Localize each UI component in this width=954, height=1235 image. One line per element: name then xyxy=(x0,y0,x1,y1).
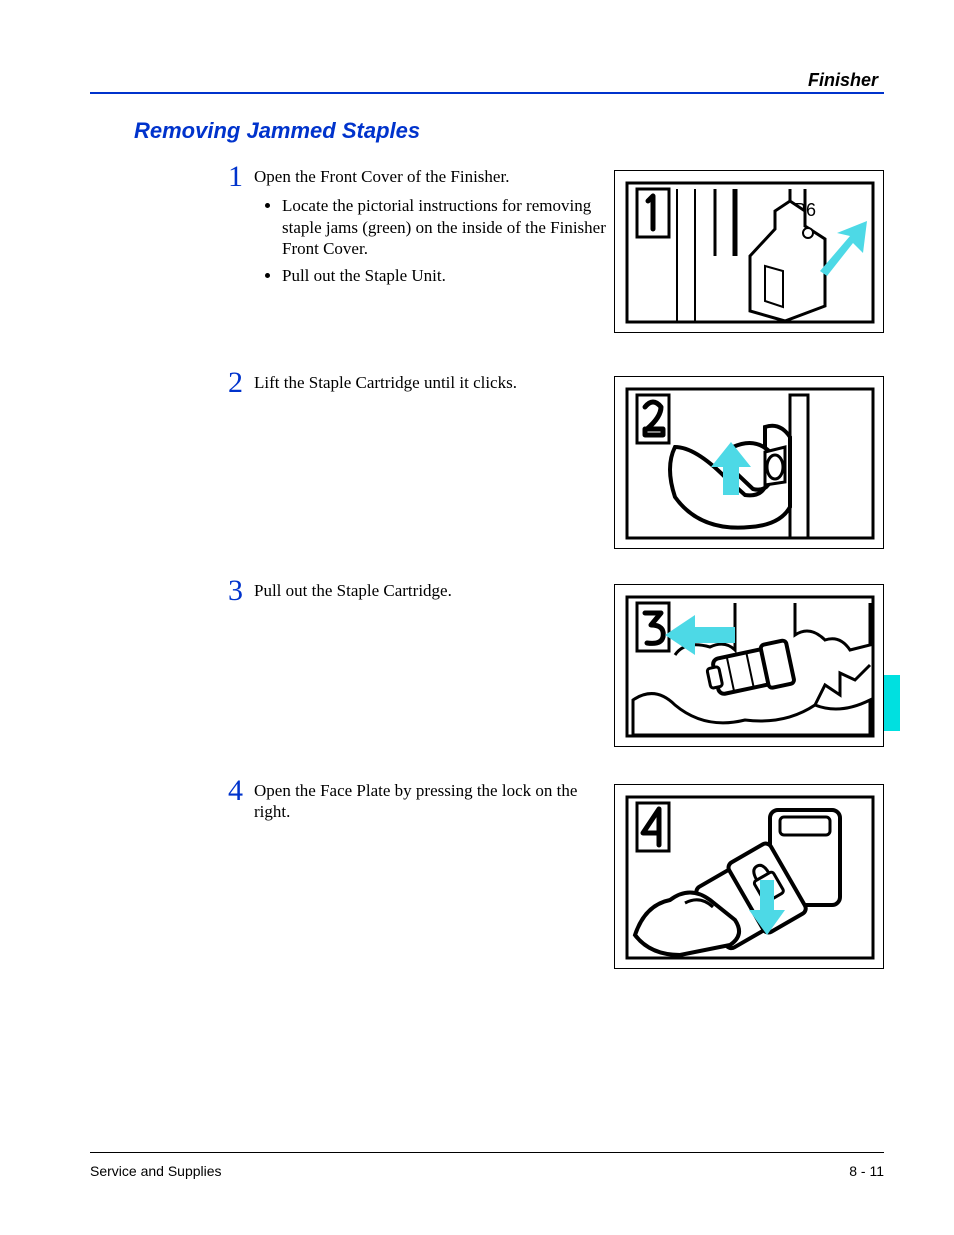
side-tab xyxy=(884,675,900,731)
step-body: Open the Front Cover of the Finisher. Lo… xyxy=(254,166,608,286)
step-number: 2 xyxy=(228,366,243,400)
header-rule xyxy=(90,92,884,94)
figure-1: R6 xyxy=(614,170,884,333)
footer-right: 8 - 11 xyxy=(849,1163,884,1179)
figure-4-svg xyxy=(615,785,885,970)
header-section-label: Finisher xyxy=(808,70,878,91)
step-text: Open the Front Cover of the Finisher. xyxy=(254,166,608,187)
figure-2-svg xyxy=(615,377,885,550)
figure-4 xyxy=(614,784,884,969)
page: Finisher Removing Jammed Staples 1 Open … xyxy=(0,0,954,1235)
step-bullet: Pull out the Staple Unit. xyxy=(282,265,608,286)
step-text: Pull out the Staple Cartridge. xyxy=(254,580,608,601)
step-text: Lift the Staple Cartridge until it click… xyxy=(254,372,608,393)
figure-1-svg: R6 xyxy=(615,171,885,334)
step-bullet: Locate the pictorial instructions for re… xyxy=(282,195,608,259)
step-number: 4 xyxy=(228,774,243,808)
step-text: Open the Face Plate by pressing the lock… xyxy=(254,780,608,823)
figure-2 xyxy=(614,376,884,549)
figure-3 xyxy=(614,584,884,747)
section-title: Removing Jammed Staples xyxy=(134,118,420,144)
step-body: Lift the Staple Cartridge until it click… xyxy=(254,372,608,393)
step-body: Pull out the Staple Cartridge. xyxy=(254,580,608,601)
footer-rule xyxy=(90,1152,884,1153)
step-number: 3 xyxy=(228,574,243,608)
step-body: Open the Face Plate by pressing the lock… xyxy=(254,780,608,823)
footer-left: Service and Supplies xyxy=(90,1163,222,1179)
step-number: 1 xyxy=(228,160,243,194)
step-bullets: Locate the pictorial instructions for re… xyxy=(282,195,608,286)
figure-3-svg xyxy=(615,585,885,748)
